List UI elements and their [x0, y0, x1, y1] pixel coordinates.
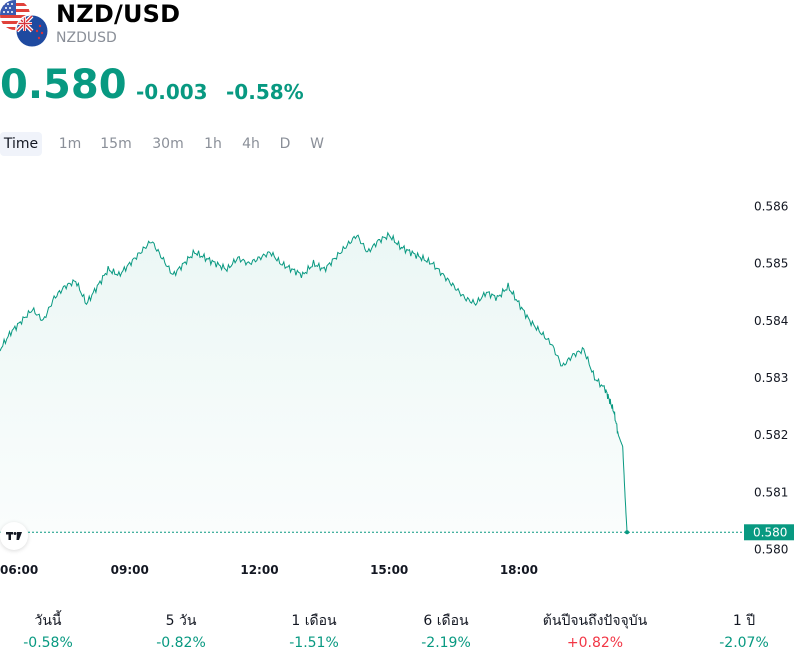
quote-block: 0.580 -0.003 -0.58%	[0, 62, 800, 112]
tab-time[interactable]: Time	[0, 132, 42, 156]
tab-d[interactable]: D	[279, 136, 291, 152]
y-tick-label: 0.580	[754, 542, 788, 556]
y-tick-label: 0.584	[754, 314, 788, 328]
symbol-header: NZD/USD NZDUSD	[0, 0, 800, 60]
perf-label: 6 เดือน	[423, 613, 469, 629]
perf-label: 5 วัน	[165, 613, 197, 629]
tradingview-logo-icon[interactable]	[0, 522, 28, 550]
x-tick-label: 06:00	[0, 563, 38, 577]
perf-5d[interactable]: 5 วัน -0.82%	[116, 610, 246, 654]
y-tick-label: 0.582	[754, 428, 788, 442]
last-price: 0.580	[0, 62, 127, 108]
perf-today[interactable]: วันนี้ -0.58%	[0, 610, 113, 654]
perf-value: -0.82%	[156, 635, 206, 651]
perf-label: 1 เดือน	[291, 613, 337, 629]
perf-label: วันนี้	[34, 613, 62, 629]
y-tick-label: 0.586	[754, 200, 788, 214]
perf-6m[interactable]: 6 เดือน -2.19%	[381, 610, 511, 654]
perf-value: +0.82%	[566, 635, 624, 651]
y-tick-label: 0.581	[754, 485, 788, 499]
symbol-ticker: NZDUSD	[56, 30, 117, 46]
perf-value: -2.19%	[421, 635, 471, 651]
tab-30m[interactable]: 30m	[152, 136, 184, 152]
y-tick-label: 0.583	[754, 371, 788, 385]
perf-value: -0.58%	[23, 635, 73, 651]
nz-flag-icon	[15, 14, 49, 48]
tab-15m[interactable]: 15m	[100, 136, 132, 152]
price-area	[0, 232, 627, 533]
tab-4h[interactable]: 4h	[242, 136, 260, 152]
currency-flags-icon	[0, 0, 49, 48]
y-axis: 0.580 0.581 0.582 0.583 0.584 0.585 0.586	[754, 200, 788, 557]
x-axis: 06:00 09:00 12:00 15:00 18:00	[0, 563, 538, 577]
perf-value: -1.51%	[289, 635, 339, 651]
x-tick-label: 18:00	[500, 563, 538, 577]
perf-value: -2.07%	[719, 635, 769, 651]
perf-1m[interactable]: 1 เดือน -1.51%	[249, 610, 379, 654]
symbol-title: NZD/USD	[56, 0, 181, 28]
perf-ytd[interactable]: ต้นปีจนถึงปัจจุบัน +0.82%	[530, 610, 660, 654]
tab-1m[interactable]: 1m	[58, 136, 82, 152]
perf-label: ต้นปีจนถึงปัจจุบัน	[542, 613, 648, 629]
x-tick-label: 15:00	[370, 563, 408, 577]
last-price-dot	[625, 530, 630, 535]
price-line	[0, 231, 628, 533]
tab-1h[interactable]: 1h	[204, 136, 222, 152]
x-tick-label: 09:00	[111, 563, 149, 577]
x-tick-label: 12:00	[240, 563, 278, 577]
price-change-percent: -0.58%	[226, 80, 304, 104]
last-price-tag-label: 0.580	[753, 525, 787, 539]
price-change: -0.003	[136, 80, 208, 104]
last-price-tag: 0.580	[744, 524, 794, 541]
perf-1y[interactable]: 1 ปี -2.07%	[679, 610, 800, 654]
perf-label: 1 ปี	[732, 613, 756, 629]
tab-w[interactable]: W	[310, 136, 324, 152]
performance-bar: วันนี้ -0.58% 5 วัน -0.82% 1 เดือน -1.51…	[0, 610, 800, 660]
y-tick-label: 0.585	[754, 257, 788, 271]
price-chart[interactable]: 0.580 0.581 0.582 0.583 0.584 0.585 0.586 06:0…	[0, 160, 800, 590]
